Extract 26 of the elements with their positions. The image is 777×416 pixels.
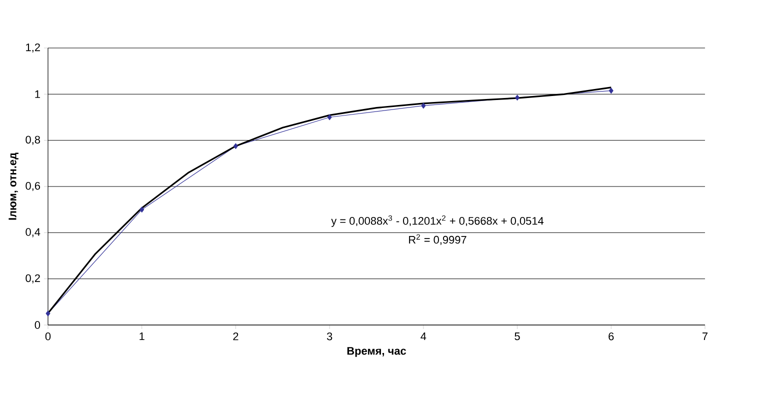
x-tick-label: 6 xyxy=(608,332,614,340)
x-tick-label: 7 xyxy=(702,332,708,340)
annotation: R$^{2}$ = 0,9997 xyxy=(409,234,466,245)
x-tick-label: 3 xyxy=(326,332,332,340)
point xyxy=(515,94,520,101)
y-tick-label: 0,8 xyxy=(26,136,40,145)
point xyxy=(608,88,614,94)
point xyxy=(46,310,50,316)
y-tick-label: 1,2 xyxy=(26,43,40,53)
x-tick-label: 5 xyxy=(514,332,520,340)
y-axis-title: Iлюм, отн.ед xyxy=(8,152,18,220)
y-tick-label: 1 xyxy=(35,90,40,98)
x-axis-title: Время, час xyxy=(347,347,406,357)
x-tick-label: 0 xyxy=(45,332,51,340)
x-tick-label: 4 xyxy=(420,332,426,340)
annotation: y = 0,0088x$^{3}$ - 0,1201x$^{2}$ + 0,5668x + 0,0514 xyxy=(331,215,544,227)
y-tick-label: 0,6 xyxy=(26,182,40,192)
point xyxy=(140,206,144,212)
y-tick-label: 0 xyxy=(34,321,40,329)
point xyxy=(233,143,238,149)
point xyxy=(327,114,332,120)
x-tick-label: 2 xyxy=(233,332,238,340)
x-tick-label: 1 xyxy=(140,332,144,340)
y-tick-label: 0,2 xyxy=(26,274,40,284)
point xyxy=(421,102,426,109)
y-tick-label: 0,4 xyxy=(26,228,40,238)
